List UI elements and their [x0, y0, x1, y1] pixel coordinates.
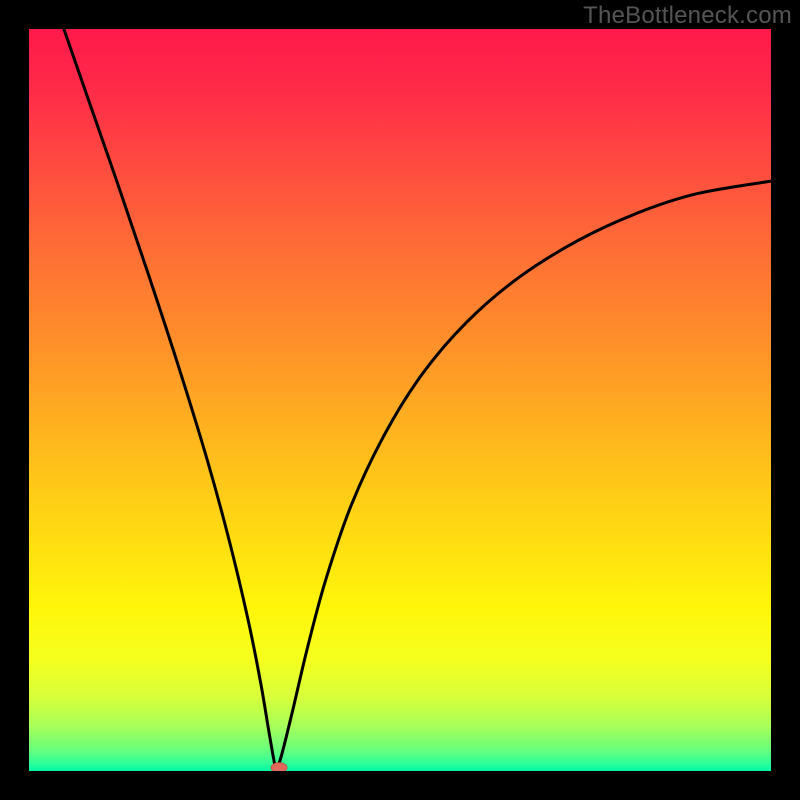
bottleneck-chart [0, 0, 800, 800]
watermark-text: TheBottleneck.com [583, 2, 792, 30]
plot-area [29, 29, 771, 771]
